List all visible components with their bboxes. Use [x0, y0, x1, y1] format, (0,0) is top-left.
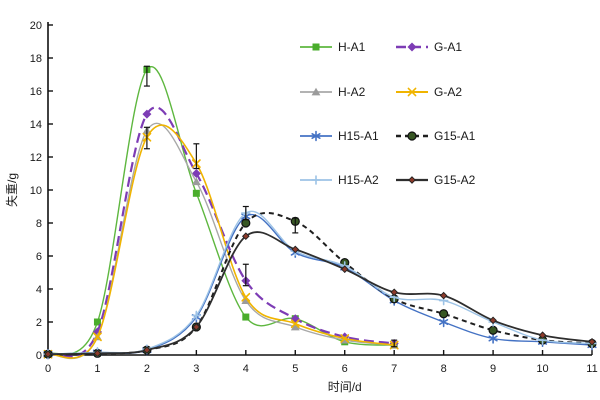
y-tick-label: 6	[36, 251, 42, 263]
x-tick-label: 3	[193, 363, 199, 375]
triangle-marker	[191, 177, 201, 186]
series-line	[47, 66, 395, 355]
dot-marker	[241, 232, 250, 241]
x-tick-label: 0	[45, 363, 51, 375]
diamond-marker	[142, 109, 152, 119]
legend-item-H15-A2: H15-A2	[300, 173, 379, 187]
legend-item-G15-A1: G15-A1	[396, 129, 476, 143]
dot-marker	[340, 265, 349, 274]
legend-label: G15-A2	[434, 173, 476, 187]
x-tick-label: 1	[94, 363, 100, 375]
x-marker	[241, 292, 251, 302]
x-tick-label: 4	[243, 363, 249, 375]
x-tick-label: 5	[292, 363, 298, 375]
dot-marker	[44, 350, 52, 359]
dot-marker	[93, 349, 102, 358]
series-H-A1	[44, 66, 398, 358]
legend-label: G-A1	[434, 40, 462, 54]
legend-label: H15-A2	[338, 173, 379, 187]
legend-label: H15-A1	[338, 129, 379, 143]
y-tick-label: 20	[30, 20, 42, 32]
x-tick-label: 7	[391, 363, 397, 375]
series-H15-A2	[43, 208, 597, 359]
series-H15-A1	[43, 211, 597, 360]
y-tick-label: 14	[30, 119, 42, 131]
series-G15-A1	[43, 212, 597, 359]
legend-label: G15-A1	[434, 129, 476, 143]
dot-marker	[291, 245, 300, 254]
triangle-marker	[311, 87, 321, 96]
x-tick-label: 6	[342, 363, 348, 375]
circle-marker	[407, 131, 417, 141]
dot-marker	[192, 323, 201, 331]
square-marker	[312, 43, 320, 51]
circle-marker	[439, 309, 449, 319]
dot-marker	[390, 288, 399, 297]
legend-label: G-A2	[434, 85, 462, 99]
series-line	[47, 231, 593, 356]
y-tick-label: 12	[30, 152, 42, 164]
x-tick-label: 2	[144, 363, 150, 375]
series-line	[47, 213, 593, 355]
series-G-A2	[43, 124, 399, 359]
legend-label: H-A2	[338, 85, 366, 99]
x-marker	[340, 334, 350, 343]
triangle-marker	[290, 322, 300, 331]
square-marker	[192, 189, 200, 197]
x-marker	[407, 87, 417, 97]
dot-marker	[408, 176, 416, 184]
asterisk-marker	[439, 318, 449, 326]
dot-marker	[439, 291, 448, 300]
triangle-marker	[241, 296, 251, 304]
legend-item-G15-A2: G15-A2	[396, 173, 476, 187]
dot-marker	[588, 337, 596, 346]
y-tick-label: 10	[30, 185, 42, 197]
dot-marker	[143, 346, 151, 354]
x-tick-label: 8	[441, 363, 447, 375]
circle-marker	[488, 325, 498, 335]
asterisk-marker	[311, 133, 321, 139]
x-axis-label: 时间/d	[328, 380, 362, 394]
square-marker	[242, 313, 250, 321]
legend-item-H15-A1: H15-A1	[300, 129, 379, 143]
legend-item-H-A2: H-A2	[300, 85, 366, 99]
dot-marker	[538, 331, 547, 340]
x-tick-label: 11	[586, 363, 597, 375]
diamond-marker	[191, 169, 201, 178]
error-bars	[143, 65, 398, 348]
x-marker	[290, 319, 300, 329]
y-tick-label: 18	[30, 53, 42, 65]
y-axis-label: 失重/g	[4, 173, 19, 207]
legend-item-G-A1: G-A1	[396, 40, 462, 54]
series-line	[47, 124, 395, 359]
asterisk-marker	[488, 335, 498, 342]
legend-label: H-A1	[338, 40, 366, 54]
series-G15-A2	[44, 231, 596, 359]
x-tick-label: 9	[490, 363, 496, 375]
y-tick-label: 2	[36, 317, 42, 329]
y-tick-label: 16	[30, 86, 42, 98]
y-tick-label: 4	[36, 284, 42, 296]
legend: H-A1 G-A1 H-A2 G-A2 H15-A1 G15-A1 H15-A2 G15-A2	[300, 40, 476, 187]
legend-item-G-A2: G-A2	[396, 85, 462, 99]
diamond-marker	[407, 42, 417, 52]
dot-marker	[489, 316, 497, 325]
square-marker	[93, 318, 101, 326]
legend-item-H-A1: H-A1	[300, 40, 366, 54]
x-marker	[93, 332, 102, 342]
y-tick-label: 8	[36, 218, 42, 230]
y-tick-label: 0	[36, 350, 42, 362]
x-tick-label: 10	[536, 363, 548, 375]
